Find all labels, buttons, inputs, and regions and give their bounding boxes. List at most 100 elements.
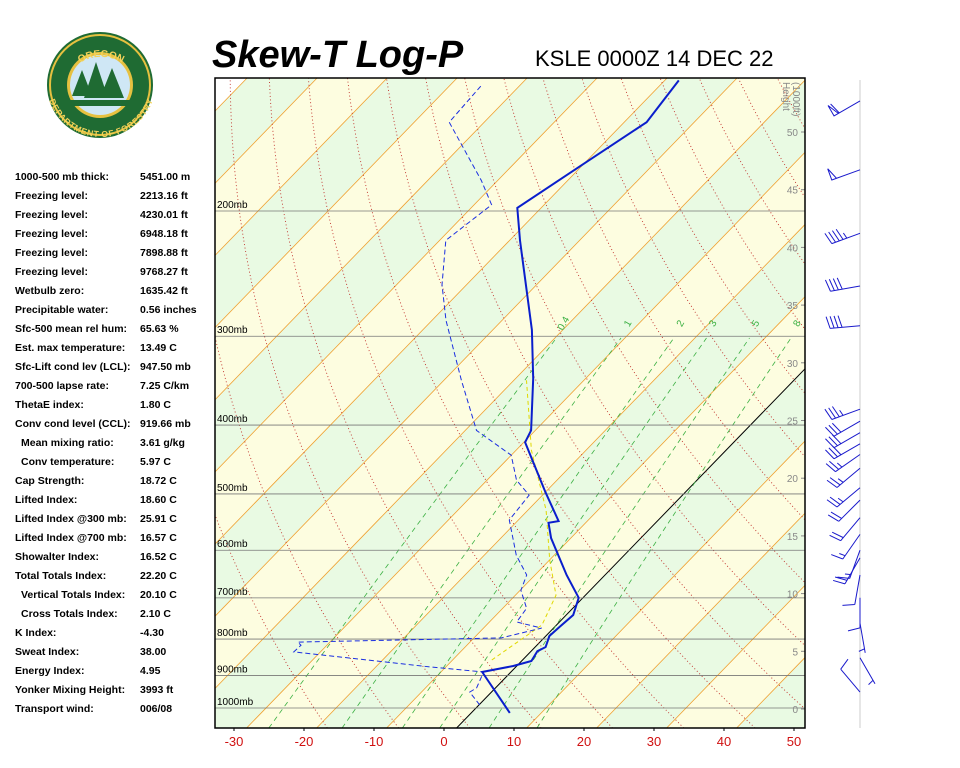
index-value: 9768.27 ft	[140, 266, 188, 278]
index-label: Wetbulb zero:	[15, 285, 84, 297]
indices: 1000-500 mb thick: 5451.00 m Freezing leve…	[15, 171, 197, 715]
dry-adiabat	[542, 78, 805, 521]
dry-adiabat	[895, 78, 960, 728]
mixing-ratio-line	[536, 337, 792, 728]
height-tick-label: 50	[787, 128, 799, 139]
index-label: Cross Totals Index:	[21, 608, 118, 620]
index-value: 919.66 mb	[140, 418, 191, 430]
height-tick-label: 15	[787, 532, 799, 543]
wind-barb	[847, 597, 861, 632]
index-label: Yonker Mixing Height:	[15, 684, 125, 696]
x-tick-label: 40	[717, 734, 731, 749]
index-label: Total Totals Index:	[15, 570, 106, 582]
index-value: 2213.16 ft	[140, 190, 188, 202]
index-label: Vertical Totals Index:	[21, 589, 125, 601]
pressure-label: 1000mb	[217, 697, 254, 708]
index-value: 5451.00 m	[140, 171, 190, 183]
height-tick-label: 0	[792, 705, 798, 716]
x-tick-label: 30	[647, 734, 661, 749]
wind-barb	[824, 277, 861, 292]
x-tick-label: 0	[440, 734, 447, 749]
index-label: Sfc-500 mean rel hum:	[15, 323, 127, 335]
index-value: 3993 ft	[140, 684, 174, 696]
index-label: Lifted Index @700 mb:	[15, 532, 127, 544]
index-value: 7898.88 ft	[140, 247, 188, 259]
x-tick-label: -10	[365, 734, 384, 749]
index-value: 1.80 C	[140, 399, 171, 411]
logo-top-textpath: OREGON	[76, 49, 126, 66]
height-tick-label: 20	[787, 474, 799, 485]
isotherm	[215, 78, 458, 329]
index-label: Freezing level:	[15, 209, 88, 221]
wind-barb	[840, 658, 861, 693]
dry-adiabat	[464, 78, 805, 647]
height-tick-label: 25	[787, 417, 799, 428]
dry-adiabat	[268, 78, 542, 728]
height-tick-label: 10	[787, 590, 799, 601]
index-value: -4.30	[140, 627, 164, 639]
isotherm-band	[215, 80, 805, 728]
index-label: Showalter Index:	[15, 551, 99, 563]
index-label: Sweat Index:	[15, 646, 79, 658]
wind-barb	[827, 100, 861, 117]
pressure-label: 900mb	[217, 664, 248, 675]
logo-ring-line	[49, 34, 151, 136]
logo-trees	[70, 62, 130, 106]
index-label: Conv temperature:	[21, 456, 114, 468]
index-label: Freezing level:	[15, 266, 88, 278]
wind-barb	[842, 574, 861, 606]
dry-adiabat	[215, 513, 328, 728]
index-value: 4.95	[140, 665, 161, 677]
index-value: 7.25 C/km	[140, 380, 189, 392]
dry-adiabat	[816, 78, 960, 728]
pressure-label: 600mb	[217, 539, 248, 550]
isotherm	[215, 78, 388, 257]
plot-frame	[214, 77, 806, 729]
isotherm	[215, 79, 805, 689]
index-label: Sfc-Lift cond lev (LCL):	[15, 361, 131, 373]
wind-barb	[824, 228, 861, 245]
index-label: 1000-500 mb thick:	[15, 171, 109, 183]
wind-barb	[825, 443, 861, 460]
index-value: 1635.42 ft	[140, 285, 188, 297]
mixing-ratio-label: 5	[750, 318, 763, 329]
wind-barb	[858, 623, 866, 653]
index-label: K Index:	[15, 627, 56, 639]
temperature-line	[480, 79, 680, 714]
index-label: Energy Index:	[15, 665, 84, 677]
isotherm	[215, 78, 598, 473]
mixing-ratio-label: 3	[707, 318, 720, 329]
index-label: Lifted Index @300 mb:	[15, 513, 127, 525]
mixing-ratio-label: 8	[791, 318, 804, 329]
mixing-ratio-line	[341, 337, 622, 728]
wind-barb	[825, 454, 861, 473]
dry-adiabat	[503, 78, 805, 584]
isotherm	[386, 296, 805, 728]
dry-adiabat	[215, 334, 399, 728]
logo: OREGON DEPARTMENT OF FORESTRY	[47, 32, 155, 139]
height-title: Height	[780, 82, 791, 111]
isotherm	[215, 78, 528, 401]
index-label: Lifted Index:	[15, 494, 77, 506]
index-label: Cap Strength:	[15, 475, 84, 487]
isotherm	[807, 78, 960, 728]
index-label: Freezing level:	[15, 228, 88, 240]
index-value: 13.49 C	[140, 342, 177, 354]
index-value: 18.60 C	[140, 494, 177, 506]
index-label: Conv cond level (CCL):	[15, 418, 131, 430]
axes: -30 -20 -10 0 10 20 30 40 50	[225, 728, 801, 749]
height-tick-label: 5	[792, 647, 798, 658]
index-value: 4230.01 ft	[140, 209, 188, 221]
pressure-label: 500mb	[217, 483, 248, 494]
index-label: Est. max temperature:	[15, 342, 125, 354]
index-value: 16.57 C	[140, 532, 177, 544]
wind-barb	[859, 657, 876, 685]
x-tick-label: -30	[225, 734, 244, 749]
index-value: 3.61 g/kg	[140, 437, 185, 449]
wind-barb	[825, 315, 861, 329]
dry-adiabat	[856, 78, 960, 728]
index-value: 947.50 mb	[140, 361, 191, 373]
isotherm	[246, 151, 805, 728]
isotherm	[215, 78, 738, 617]
plot-background	[215, 78, 960, 728]
